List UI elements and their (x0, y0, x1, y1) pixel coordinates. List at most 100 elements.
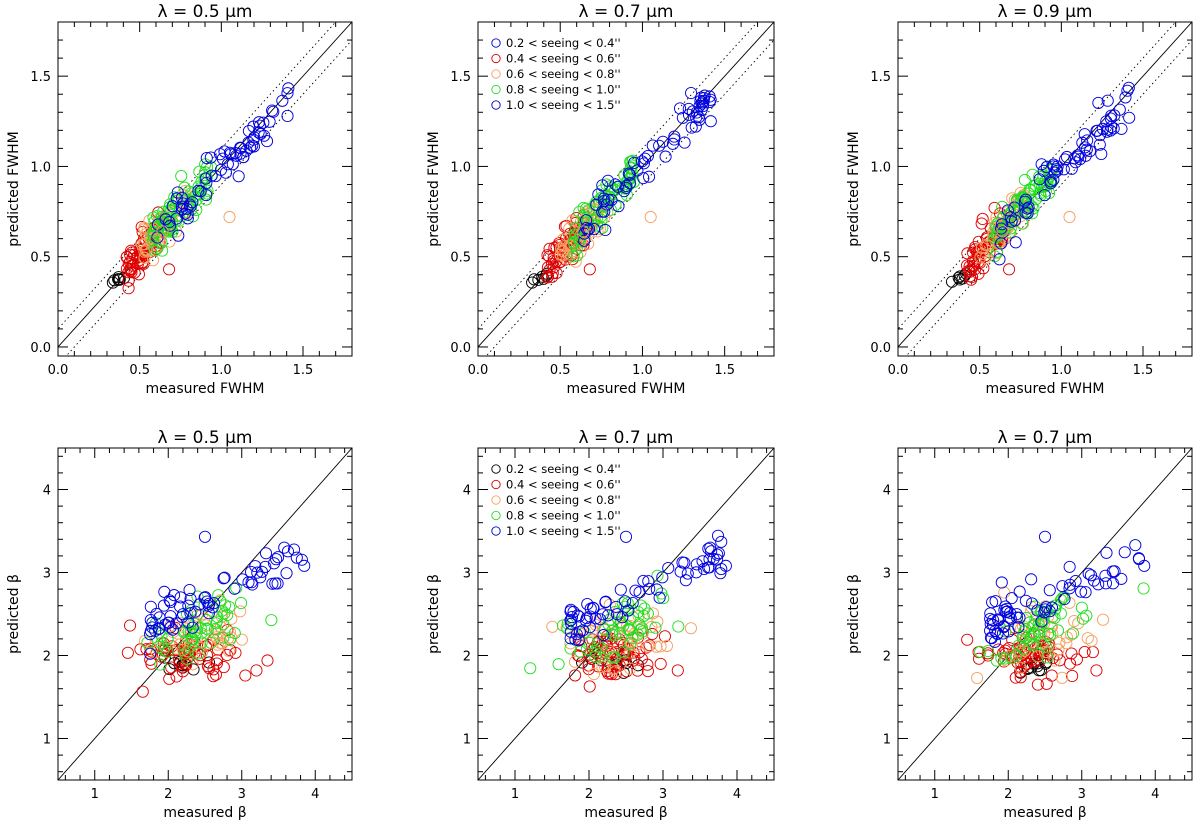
scatter-point (266, 104, 279, 117)
scatter-point (1025, 573, 1038, 586)
scatter-point (120, 250, 133, 263)
scatter-point (651, 615, 664, 628)
x-axis-label: measured β (163, 805, 246, 821)
scatter-point (581, 598, 594, 611)
scatter-point (223, 633, 236, 646)
scatter-point (689, 120, 702, 133)
scatter-point (1022, 201, 1035, 214)
scatter-point (178, 625, 191, 638)
scatter-point (194, 649, 207, 662)
scatter-point (1038, 189, 1051, 202)
scatter-point (611, 608, 624, 621)
scatter-point (571, 249, 584, 262)
chart-title: λ = 0.5 μm (158, 428, 253, 448)
scatter-point (606, 181, 619, 194)
scatter-point (633, 618, 646, 631)
scatter-point (578, 234, 591, 247)
scatter-point (561, 617, 574, 630)
reference-line (478, 448, 774, 780)
x-axis-label: measured β (1003, 805, 1086, 821)
legend-marker (491, 100, 501, 110)
scatter-point (122, 282, 135, 295)
scatter-point (182, 599, 195, 612)
scatter-point (605, 193, 618, 207)
scatter-point (998, 652, 1011, 665)
scatter-point (1003, 263, 1016, 276)
scatter-point (653, 139, 666, 152)
scatter-point (186, 210, 199, 223)
scatter-point (280, 567, 293, 580)
scatter-point (1043, 584, 1056, 597)
scatter-point (164, 595, 177, 609)
scatter-point (202, 607, 215, 620)
scatter-point (230, 149, 243, 162)
scatter-point (204, 636, 218, 649)
scatter-point (620, 188, 633, 202)
x-axis-label: measured β (584, 805, 667, 821)
scatter-point (1099, 577, 1113, 590)
scatter-point (1096, 122, 1109, 135)
scatter-point (597, 629, 610, 642)
scatter-point (1047, 158, 1060, 171)
scatter-point (662, 562, 675, 575)
scatter-point (1075, 601, 1088, 614)
scatter-point (1094, 129, 1107, 142)
scatter-point (151, 641, 165, 654)
scatter-point (1005, 592, 1018, 605)
scatter-point (610, 600, 623, 613)
scatter-point (635, 652, 648, 665)
scatter-point (591, 637, 604, 650)
scatter-point (228, 582, 241, 595)
scatter-point (163, 594, 176, 607)
scatter-point (577, 225, 590, 238)
scatter-point (584, 610, 597, 623)
scatter-point (987, 614, 1000, 627)
scatter-point (161, 645, 174, 659)
scatter-point (638, 602, 651, 615)
x-tick-label: 0.0 (888, 363, 909, 378)
scatter-point (1038, 530, 1052, 543)
x-tick-label: 0.5 (129, 363, 150, 378)
plot-frame (897, 447, 1193, 781)
scatter-point (223, 210, 236, 224)
scatter-point (702, 542, 715, 555)
scatter-point (991, 245, 1004, 258)
scatter-point (1017, 642, 1030, 656)
scatter-point (239, 669, 252, 682)
scatter-point (240, 144, 253, 157)
scatter-point (704, 93, 717, 106)
reference-line (905, 39, 1192, 356)
scatter-point (144, 614, 157, 627)
legend-marker (491, 53, 501, 64)
y-tick-label: 0.0 (30, 341, 51, 356)
scatter-point (576, 624, 589, 637)
scatter-point (218, 145, 231, 158)
scatter-point (674, 565, 687, 578)
scatter-point (1043, 605, 1056, 618)
scatter-point (1051, 648, 1064, 661)
scatter-point (672, 620, 685, 633)
scatter-point (1115, 572, 1128, 585)
y-tick-label: 0.0 (450, 341, 471, 356)
x-axis-label: measured FWHM (146, 381, 265, 397)
y-tick-label: 2 (883, 650, 891, 665)
scatter-point (625, 636, 638, 649)
y-tick-label: 2 (463, 650, 471, 665)
scatter-point (568, 655, 582, 668)
plot-frame (57, 447, 353, 781)
reference-line (485, 39, 774, 356)
legend-entry: 0.4 < seeing < 0.6'' (506, 478, 621, 492)
scatter-point (1035, 615, 1048, 628)
scatter-point (548, 241, 561, 254)
scatter-point (564, 632, 577, 645)
scatter-point (184, 607, 197, 620)
scatter-point (623, 646, 637, 659)
scatter-point (624, 637, 637, 650)
scatter-point (175, 200, 188, 213)
scatter-point (587, 602, 600, 615)
scatter-point (199, 172, 212, 185)
scatter-point (1092, 578, 1105, 591)
scatter-point (200, 176, 213, 190)
scatter-point (1121, 84, 1134, 97)
